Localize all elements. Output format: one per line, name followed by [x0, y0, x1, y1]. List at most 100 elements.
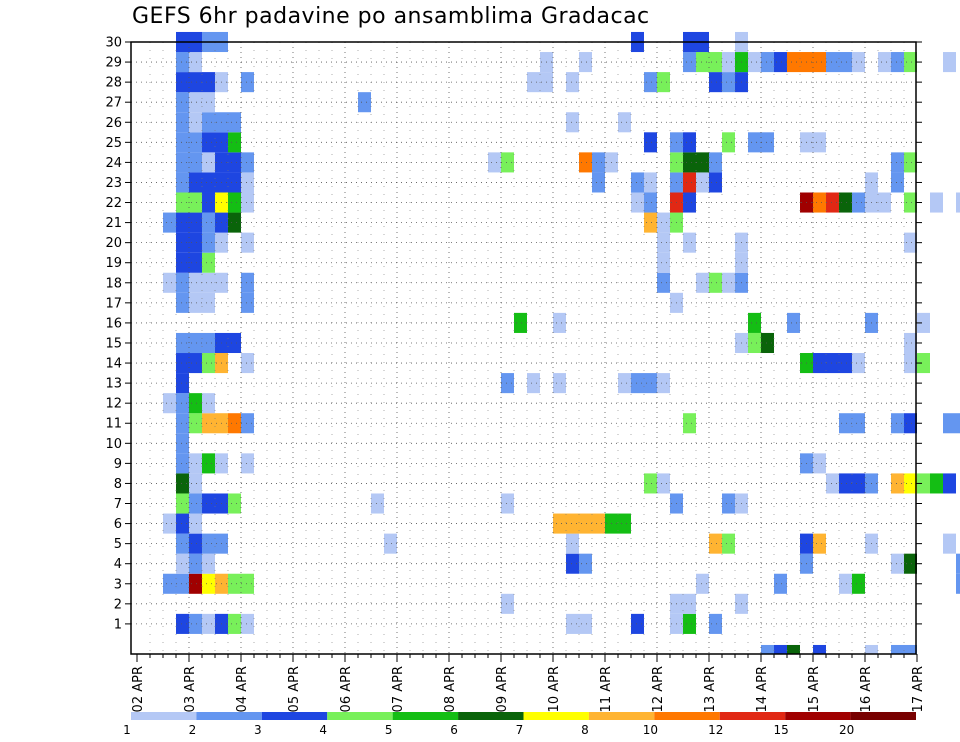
- heatmap-cell: [514, 312, 527, 333]
- heatmap-cell: [904, 353, 917, 374]
- heatmap-cell: [488, 152, 501, 173]
- x-tick-label: 10 APR: [547, 666, 562, 712]
- heatmap-cell: [631, 172, 644, 193]
- legend-swatch: [392, 712, 459, 720]
- heatmap-cell: [904, 232, 917, 253]
- heatmap-cell: [748, 312, 761, 333]
- x-tick-label: 15 APR: [807, 666, 822, 712]
- heatmap-cell: [176, 292, 189, 313]
- heatmap-cell: [904, 473, 917, 494]
- heatmap-cell: [722, 493, 735, 514]
- heatmap-cell: [202, 613, 215, 634]
- heatmap-cell: [579, 152, 592, 173]
- heatmap-cell: [891, 152, 904, 173]
- plot-frame: [130, 41, 917, 655]
- y-tick-label: 8: [114, 477, 122, 492]
- heatmap-cell: [891, 172, 904, 193]
- heatmap-cell: [501, 152, 514, 173]
- heatmap-cell: [189, 292, 202, 313]
- heatmap-cell: [202, 573, 215, 594]
- heatmap-cell: [917, 473, 930, 494]
- heatmap-cell: [683, 132, 696, 153]
- heatmap-cell: [826, 473, 839, 494]
- heatmap-cell: [852, 52, 865, 73]
- heatmap-cell: [189, 92, 202, 113]
- heatmap-cell: [761, 132, 774, 153]
- legend-label: 15: [774, 723, 789, 737]
- heatmap-cell: [813, 353, 826, 374]
- heatmap-cell: [189, 453, 202, 474]
- heatmap-cell: [553, 513, 566, 534]
- heatmap-cell: [553, 312, 566, 333]
- heatmap-cell: [644, 192, 657, 213]
- y-axis: 1234567891011121314151617181920212223242…: [105, 36, 922, 632]
- y-tick-label: 18: [105, 276, 122, 291]
- heatmap-cell: [852, 473, 865, 494]
- heatmap-cell: [189, 232, 202, 253]
- heatmap-cell: [657, 72, 670, 93]
- x-tick-label: 08 APR: [443, 666, 458, 712]
- heatmap-cell: [241, 172, 254, 193]
- heatmap-cell: [553, 373, 566, 394]
- heatmap-cell: [189, 252, 202, 273]
- heatmap-cell: [176, 332, 189, 354]
- heatmap-cell: [241, 573, 254, 594]
- heatmap-cell: [176, 132, 189, 153]
- heatmap-cell: [644, 212, 657, 233]
- heatmap-cell: [228, 152, 241, 173]
- heatmap-cell: [579, 52, 592, 73]
- heatmap-cell: [722, 72, 735, 93]
- heatmap-cell: [202, 132, 215, 153]
- heatmap-cell: [566, 513, 579, 534]
- heatmap-cell: [566, 72, 579, 93]
- heatmap-cell: [852, 192, 865, 213]
- heatmap-cell: [566, 112, 579, 133]
- heatmap-cell: [241, 272, 254, 293]
- heatmap-cell: [228, 493, 241, 514]
- y-tick-label: 9: [114, 457, 122, 472]
- x-tick-label: 06 APR: [339, 666, 354, 712]
- heatmap-cell: [683, 172, 696, 193]
- heatmap-cell: [579, 513, 592, 534]
- heatmap-cells: [163, 31, 960, 654]
- heatmap-cell: [202, 353, 215, 374]
- heatmap-cell: [657, 272, 670, 293]
- heatmap-cell: [176, 252, 189, 273]
- y-tick-label: 5: [114, 537, 122, 552]
- heatmap-cell: [839, 192, 852, 213]
- heatmap-cell: [839, 573, 852, 594]
- heatmap-cell: [202, 72, 215, 93]
- heatmap-cell: [202, 393, 215, 414]
- legend-swatch: [719, 712, 786, 720]
- heatmap-cell: [202, 453, 215, 474]
- heatmap-cell: [813, 132, 826, 153]
- heatmap-cell: [566, 553, 579, 574]
- y-tick-label: 17: [105, 296, 122, 311]
- heatmap-cell: [228, 332, 241, 354]
- x-tick-label: 12 APR: [651, 666, 666, 712]
- heatmap-cell: [852, 353, 865, 374]
- heatmap-cell: [813, 533, 826, 554]
- heatmap-cell: [878, 52, 891, 73]
- x-tick-label: 02 APR: [131, 666, 146, 712]
- y-tick-label: 1: [114, 617, 122, 632]
- heatmap-cell: [501, 493, 514, 514]
- heatmap-cell: [189, 72, 202, 93]
- legend-swatch: [523, 712, 589, 720]
- heatmap-cell: [631, 613, 644, 634]
- heatmap-cell: [878, 192, 891, 213]
- x-tick-label: 16 APR: [859, 666, 874, 712]
- heatmap-cell: [202, 493, 215, 514]
- heatmap-cell: [176, 212, 189, 233]
- heatmap-cell: [189, 332, 202, 354]
- heatmap-cell: [657, 212, 670, 233]
- heatmap-cell: [176, 513, 189, 534]
- heatmap-cell: [228, 613, 241, 634]
- heatmap-cell: [163, 272, 176, 293]
- heatmap-cell: [176, 172, 189, 193]
- heatmap-cell: [202, 292, 215, 313]
- heatmap-cell: [826, 192, 839, 213]
- heatmap-cell: [930, 192, 943, 213]
